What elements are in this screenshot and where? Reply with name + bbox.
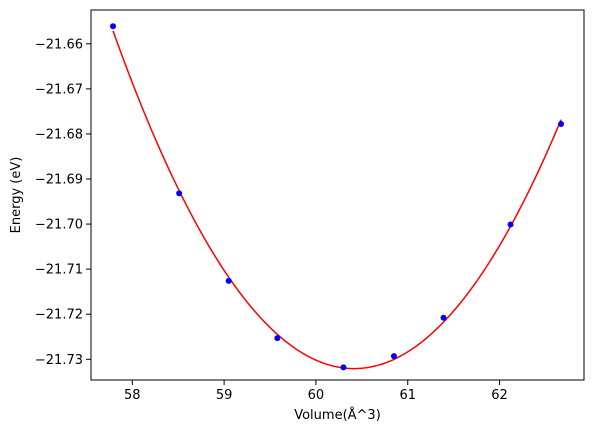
y-tick-label: −21.67 <box>35 82 83 97</box>
y-axis-ticks: −21.66 −21.67 −21.68 −21.69 −21.70 −21.71 −21.… <box>35 37 91 368</box>
data-point-layer <box>110 23 565 371</box>
data-point <box>176 190 183 197</box>
x-tick-label: 62 <box>491 388 508 403</box>
data-point <box>390 353 397 360</box>
x-tick-label: 58 <box>124 388 141 403</box>
data-point <box>440 314 447 321</box>
data-point <box>340 364 347 371</box>
data-point <box>110 23 117 30</box>
x-tick-label: 61 <box>399 388 416 403</box>
data-point <box>507 221 514 228</box>
y-tick-label: −21.70 <box>35 218 83 233</box>
y-tick-label: −21.72 <box>35 308 83 323</box>
fit-curve <box>112 30 562 370</box>
y-tick-label: −21.71 <box>35 263 83 278</box>
data-point <box>274 335 281 342</box>
x-axis-ticks: 58 59 60 61 62 <box>124 380 508 403</box>
data-point <box>225 277 232 284</box>
fit-line-layer <box>112 30 562 370</box>
y-tick-label: −21.66 <box>35 37 83 52</box>
y-tick-label: −21.69 <box>35 173 83 188</box>
plot-frame <box>90 9 585 381</box>
y-axis-label: Energy (eV) <box>9 157 24 234</box>
data-point <box>558 121 565 128</box>
y-tick-label: −21.73 <box>35 353 83 368</box>
x-axis-label: Volume(Å^3) <box>294 407 381 423</box>
y-tick-label: −21.68 <box>35 127 83 142</box>
x-tick-label: 60 <box>308 388 325 403</box>
x-tick-label: 59 <box>216 388 233 403</box>
